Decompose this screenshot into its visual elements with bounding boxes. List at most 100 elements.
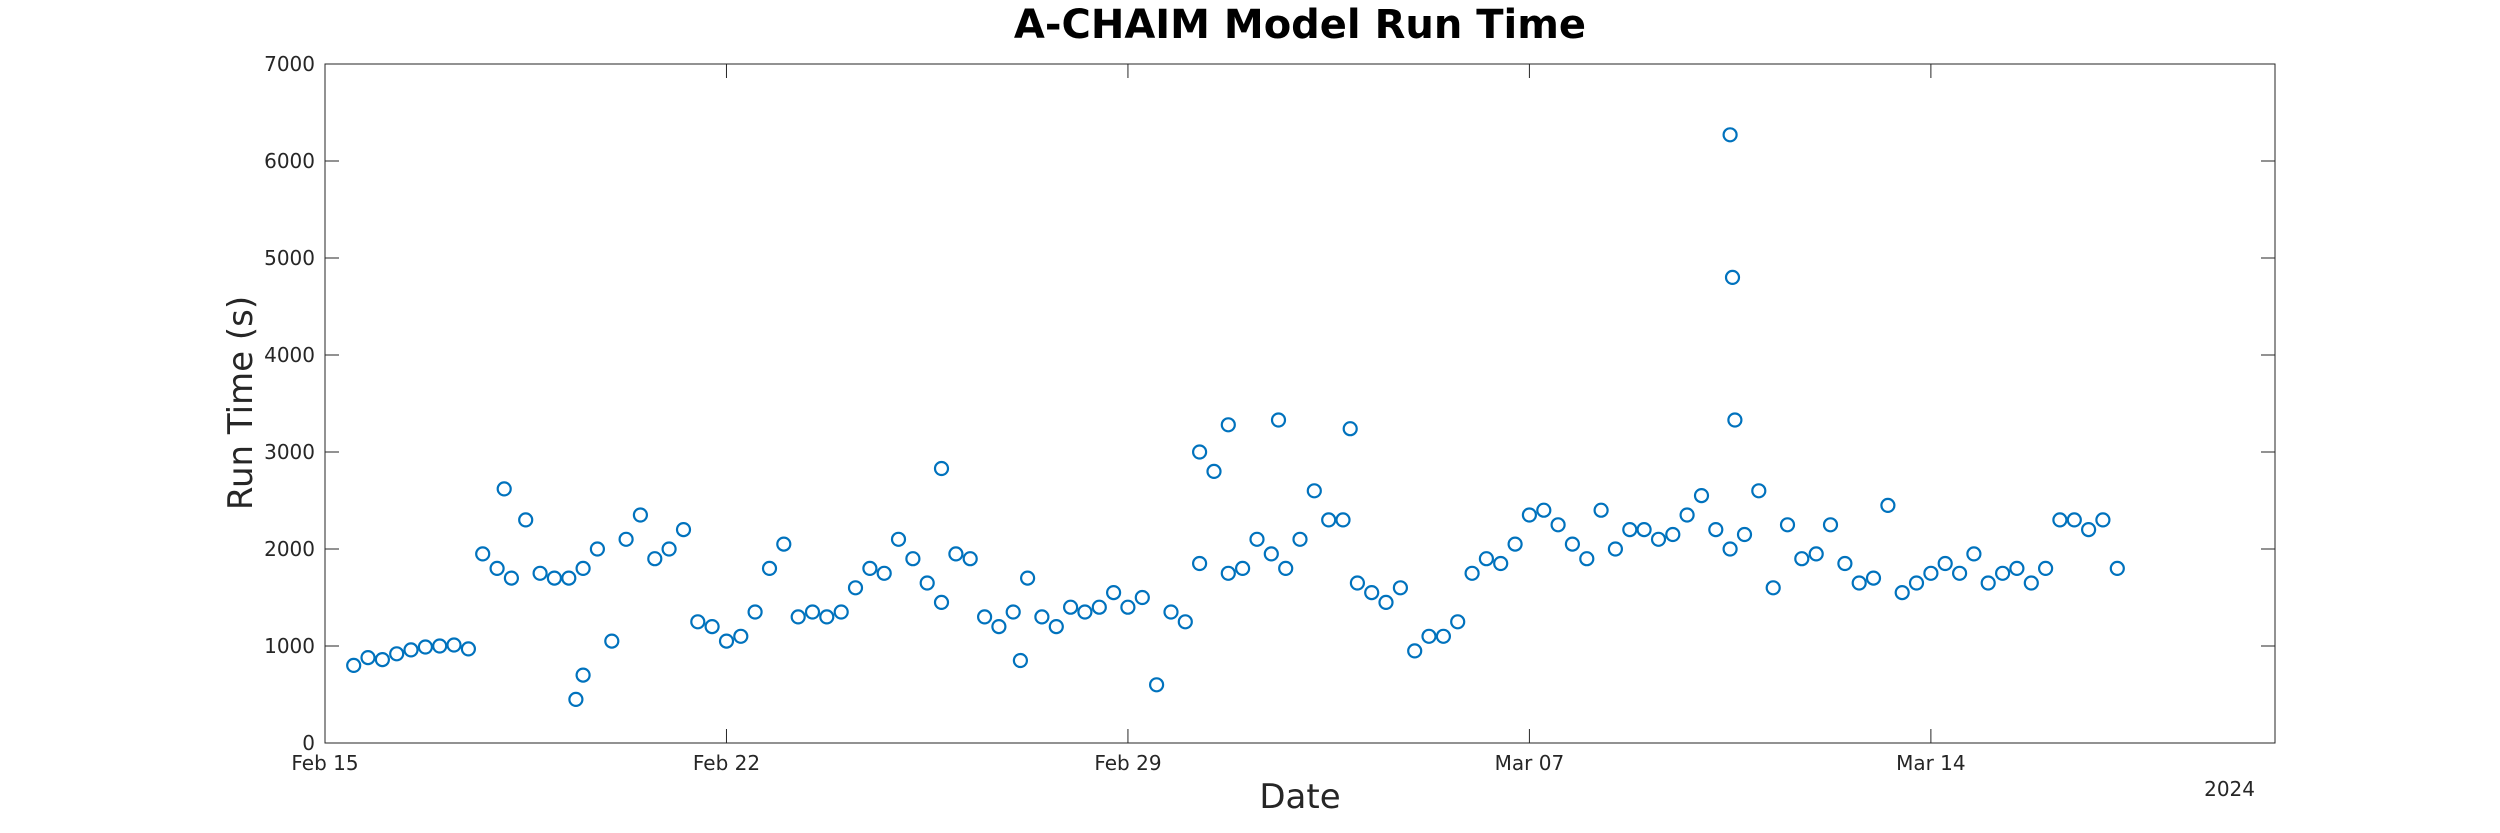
data-point [1062, 599, 1079, 615]
data-point [496, 481, 512, 497]
data-point [991, 618, 1007, 635]
data-point [847, 580, 864, 596]
data-point [933, 460, 950, 477]
data-point [1727, 412, 1743, 428]
year-label: 2024 [2204, 777, 2255, 801]
data-point [1378, 594, 1394, 611]
data-point [2081, 521, 2097, 538]
data-point [1708, 521, 1724, 538]
data-point [1177, 614, 1193, 630]
data-point [1722, 127, 1738, 143]
data-point [1148, 677, 1165, 693]
data-point [518, 512, 534, 528]
y-axis: 0 1000 2000 3000 4000 5000 6000 7000 [264, 52, 2275, 755]
data-point [1019, 570, 1036, 586]
data-point [1435, 628, 1452, 644]
data-point [1521, 507, 1538, 523]
data-point [1593, 502, 1609, 518]
data-point [1951, 565, 1968, 581]
data-point [575, 667, 591, 683]
data-point [2095, 512, 2111, 528]
data-point [976, 609, 993, 625]
data-point [1234, 560, 1251, 577]
data-point [962, 551, 978, 567]
data-points [346, 127, 2125, 708]
data-point [1794, 551, 1810, 567]
data-point [1306, 483, 1322, 499]
data-point [1779, 517, 1796, 533]
data-point [1220, 417, 1236, 433]
data-point [1507, 536, 1523, 552]
data-point [690, 614, 706, 630]
data-point [1808, 546, 1824, 562]
data-point [1012, 652, 1029, 669]
data-point [819, 609, 835, 625]
data-point [1550, 517, 1566, 533]
data-point [647, 551, 663, 567]
x-tick-label: Feb 15 [291, 751, 358, 775]
data-point [1908, 575, 1925, 591]
data-point [733, 628, 749, 644]
data-point [1321, 512, 1337, 528]
data-point [1536, 502, 1552, 518]
data-point [1765, 580, 1781, 596]
data-point [948, 546, 964, 562]
data-point [1693, 488, 1710, 504]
x-axis-label: Date [1259, 777, 1340, 817]
y-tick-label: 1000 [264, 634, 315, 658]
data-point [833, 604, 849, 620]
data-point [1077, 604, 1093, 620]
data-point [618, 531, 634, 547]
plot-area [324, 63, 2276, 744]
data-point [2109, 560, 2125, 577]
data-point [389, 646, 405, 662]
data-point [1342, 421, 1358, 437]
data-point [1665, 526, 1681, 543]
data-point [804, 604, 821, 620]
data-point [1163, 604, 1179, 620]
data-point [905, 551, 921, 567]
data-point [1679, 507, 1695, 523]
data-point [589, 541, 606, 557]
data-point [761, 560, 778, 577]
x-tick-label: Mar 14 [1896, 751, 1966, 775]
data-point [604, 633, 620, 649]
data-point [2066, 512, 2082, 528]
data-point [1220, 565, 1236, 581]
data-point [1048, 618, 1064, 635]
data-point [374, 651, 390, 668]
data-point [1191, 555, 1208, 572]
data-point [704, 618, 720, 635]
data-point [403, 642, 419, 658]
data-point [1966, 546, 1982, 562]
data-point [568, 691, 584, 708]
data-point [2009, 560, 2025, 577]
data-point [561, 570, 577, 586]
y-tick-label: 5000 [264, 246, 315, 270]
data-point [1851, 575, 1867, 591]
data-point [1120, 599, 1136, 615]
data-point [2037, 560, 2054, 577]
x-axis: Feb 15 Feb 22 Feb 29 Mar 07 Mar 14 [291, 64, 1966, 775]
y-tick-label: 2000 [264, 537, 315, 561]
data-point [919, 575, 935, 591]
data-point [1980, 575, 1996, 591]
y-tick-label: 3000 [264, 440, 315, 464]
data-point [1450, 614, 1466, 630]
data-point [1478, 551, 1495, 567]
data-point [1880, 497, 1896, 513]
data-point [446, 637, 462, 653]
data-point [1034, 609, 1050, 625]
data-point [1421, 628, 1437, 644]
data-point [417, 639, 433, 655]
data-point [661, 541, 677, 557]
data-point [1937, 555, 1953, 572]
data-point [1270, 412, 1287, 428]
data-point [1349, 575, 1366, 591]
data-point [1263, 546, 1279, 562]
data-point [1191, 444, 1208, 460]
data-point [1134, 589, 1150, 606]
data-point [489, 560, 505, 577]
data-point [432, 638, 448, 654]
data-point [790, 609, 806, 625]
